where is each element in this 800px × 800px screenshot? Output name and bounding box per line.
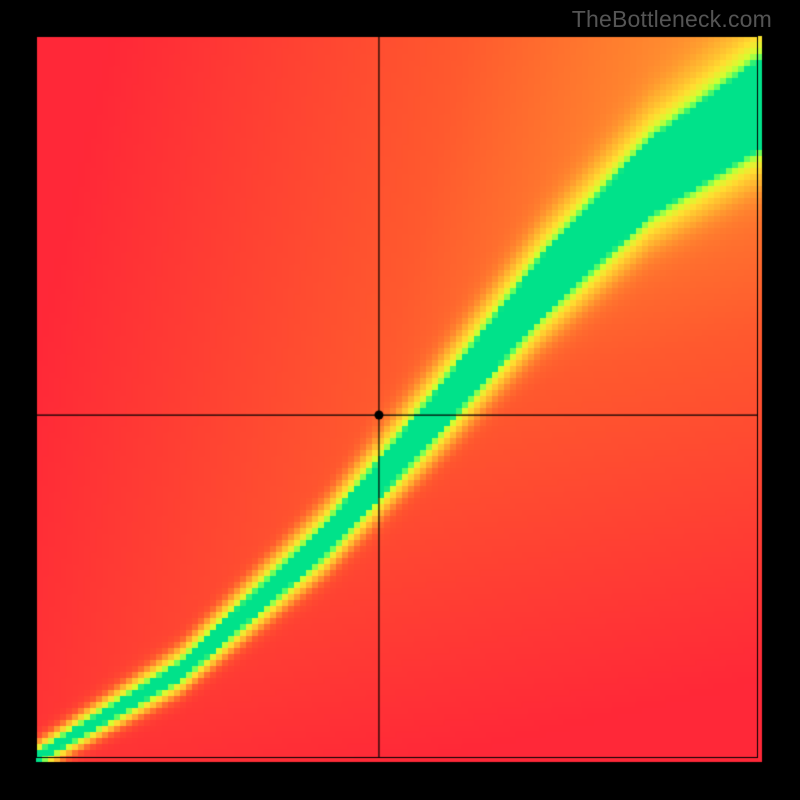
watermark-label: TheBottleneck.com [572,6,772,33]
heatmap-canvas [0,0,800,800]
chart-container: TheBottleneck.com [0,0,800,800]
